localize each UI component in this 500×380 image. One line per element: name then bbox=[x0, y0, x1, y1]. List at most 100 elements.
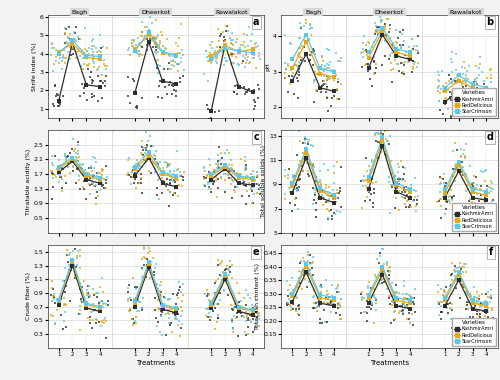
Point bbox=[213, 53, 221, 59]
Point bbox=[227, 157, 235, 163]
Point bbox=[334, 305, 342, 311]
Point bbox=[214, 261, 222, 268]
Point bbox=[446, 291, 454, 298]
Point bbox=[132, 285, 140, 291]
Point bbox=[300, 268, 308, 274]
Point bbox=[488, 202, 496, 208]
Point bbox=[328, 66, 336, 73]
Point bbox=[308, 25, 316, 32]
Point bbox=[158, 49, 166, 55]
Point bbox=[448, 325, 456, 331]
Point bbox=[336, 95, 344, 101]
Point bbox=[220, 34, 228, 40]
Point bbox=[452, 265, 460, 271]
Point bbox=[405, 292, 413, 298]
Point bbox=[412, 188, 420, 194]
Point bbox=[289, 301, 297, 307]
Point bbox=[226, 35, 234, 41]
Point bbox=[62, 283, 70, 289]
Point bbox=[322, 84, 330, 90]
Point bbox=[412, 203, 420, 209]
Point bbox=[325, 196, 333, 202]
Point bbox=[255, 185, 263, 191]
Point bbox=[474, 311, 482, 317]
Point bbox=[80, 90, 88, 96]
Point bbox=[66, 262, 74, 268]
Point bbox=[72, 55, 80, 62]
Point bbox=[443, 199, 451, 205]
Point bbox=[388, 184, 396, 190]
Point bbox=[435, 78, 443, 84]
Point bbox=[324, 216, 332, 222]
Point bbox=[454, 168, 462, 174]
Point bbox=[441, 190, 449, 196]
Point bbox=[153, 280, 161, 287]
Point bbox=[291, 62, 299, 68]
Point bbox=[75, 48, 83, 54]
Point bbox=[376, 18, 384, 24]
Point bbox=[404, 194, 412, 200]
Point bbox=[252, 174, 260, 180]
Point bbox=[242, 310, 250, 317]
Point bbox=[71, 271, 79, 277]
Point bbox=[391, 316, 399, 322]
Point bbox=[204, 106, 212, 112]
Point bbox=[336, 317, 344, 323]
Point bbox=[177, 173, 185, 179]
Point bbox=[128, 40, 136, 46]
Point bbox=[155, 196, 163, 202]
Point bbox=[160, 78, 168, 84]
Point bbox=[378, 62, 386, 68]
Point bbox=[314, 195, 322, 201]
Point bbox=[128, 169, 136, 175]
Point bbox=[392, 180, 400, 186]
Point bbox=[306, 267, 314, 273]
Point bbox=[456, 272, 464, 279]
Point bbox=[364, 292, 372, 298]
Point bbox=[130, 78, 138, 84]
Point bbox=[453, 165, 461, 171]
Point bbox=[336, 304, 344, 310]
Point bbox=[138, 43, 145, 49]
Point bbox=[125, 155, 133, 161]
Point bbox=[156, 171, 164, 177]
Point bbox=[462, 173, 470, 179]
Point bbox=[226, 267, 234, 273]
Point bbox=[316, 195, 324, 201]
Point bbox=[134, 284, 141, 290]
Point bbox=[475, 296, 483, 302]
Point bbox=[335, 190, 343, 196]
Point bbox=[226, 264, 234, 270]
Point bbox=[242, 52, 250, 58]
Point bbox=[207, 54, 215, 60]
Point bbox=[294, 311, 302, 317]
Point bbox=[252, 40, 260, 46]
Point bbox=[322, 277, 330, 283]
Point bbox=[448, 194, 456, 200]
Point bbox=[308, 46, 316, 52]
Point bbox=[292, 292, 300, 298]
Point bbox=[146, 248, 154, 254]
Point bbox=[460, 173, 468, 179]
Point bbox=[166, 296, 174, 302]
Point bbox=[364, 49, 372, 55]
Point bbox=[287, 41, 295, 47]
Point bbox=[390, 173, 398, 179]
Point bbox=[249, 312, 257, 318]
Point bbox=[235, 49, 243, 55]
Point bbox=[438, 316, 446, 322]
Point bbox=[64, 49, 72, 55]
Point bbox=[254, 312, 262, 318]
Point bbox=[370, 70, 378, 76]
Point bbox=[488, 180, 496, 186]
Point bbox=[451, 140, 459, 146]
Point bbox=[292, 177, 300, 183]
Point bbox=[214, 108, 222, 114]
Point bbox=[172, 167, 180, 173]
Point bbox=[62, 302, 70, 308]
Point bbox=[384, 28, 392, 35]
Point bbox=[391, 45, 399, 51]
Point bbox=[445, 194, 453, 200]
Point bbox=[98, 175, 106, 181]
Point bbox=[218, 47, 226, 53]
